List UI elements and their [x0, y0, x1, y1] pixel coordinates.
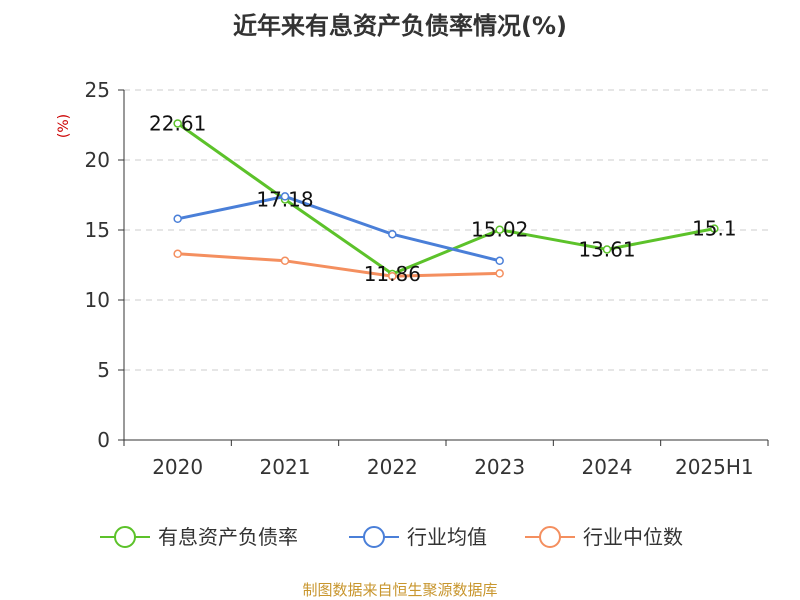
- data-point: [388, 229, 397, 239]
- series-line-1: [177, 194, 501, 263]
- legend-label: 行业均值: [407, 525, 487, 549]
- x-tick-label: 2021: [260, 455, 311, 479]
- legend-item: 有息资产负债率: [100, 525, 298, 549]
- data-point: [173, 119, 182, 128]
- legend-item: 行业均值: [349, 525, 487, 549]
- source-note: 制图数据来自恒生聚源数据库: [302, 581, 497, 599]
- data-label: 15.1: [692, 217, 737, 241]
- y-tick-label: 5: [97, 358, 110, 382]
- x-tick-label: 2023: [474, 455, 525, 479]
- data-point: [173, 249, 182, 259]
- data-labels: 22.61 17.18 11.86 15.02 13.61 15.1: [149, 111, 737, 285]
- legend-marker: [114, 526, 136, 548]
- legend-item: 行业中位数: [525, 525, 683, 549]
- grid-lines: [124, 89, 768, 371]
- y-tick-label: 20: [85, 148, 110, 172]
- x-tick-label: 2020: [152, 455, 203, 479]
- data-point: [710, 224, 719, 233]
- data-point: [173, 214, 182, 224]
- y-axis-label: (%): [56, 114, 72, 138]
- data-point: [388, 271, 397, 281]
- x-tick-label: 2025H1: [675, 455, 754, 479]
- data-point: [495, 225, 504, 234]
- y-tick-label: 15: [85, 218, 110, 242]
- series-layer: [173, 119, 719, 281]
- chart-title: 近年来有息资产负债率情况(%): [233, 12, 567, 40]
- series-line-2: [177, 252, 500, 278]
- data-label: 17.18: [256, 187, 313, 211]
- x-tick-label: 2024: [582, 455, 633, 479]
- data-point: [602, 245, 612, 254]
- data-label: 22.61: [149, 111, 206, 135]
- legend-marker: [539, 526, 561, 548]
- y-tick-label: 10: [85, 288, 110, 312]
- y-tick-label: 0: [97, 428, 110, 452]
- data-point: [280, 192, 290, 201]
- legend-label: 有息资产负债率: [158, 525, 298, 549]
- axes: 0 5 10 15 20 25 2020 2021 2022 2023 2024 2025H1: [85, 78, 769, 479]
- legend: 有息资产负债率 行业均值 行业中位数: [100, 525, 683, 549]
- x-tick-label: 2022: [367, 455, 418, 479]
- data-label: 15.02: [471, 218, 528, 242]
- data-point: [495, 256, 504, 266]
- data-label: 11.86: [364, 262, 421, 286]
- data-point: [495, 269, 504, 278]
- legend-marker: [363, 526, 385, 548]
- y-tick-label: 25: [85, 78, 110, 102]
- series-line-0: [176, 122, 715, 276]
- data-point: [280, 256, 290, 266]
- data-label: 13.61: [578, 237, 635, 261]
- legend-label: 行业中位数: [583, 525, 683, 549]
